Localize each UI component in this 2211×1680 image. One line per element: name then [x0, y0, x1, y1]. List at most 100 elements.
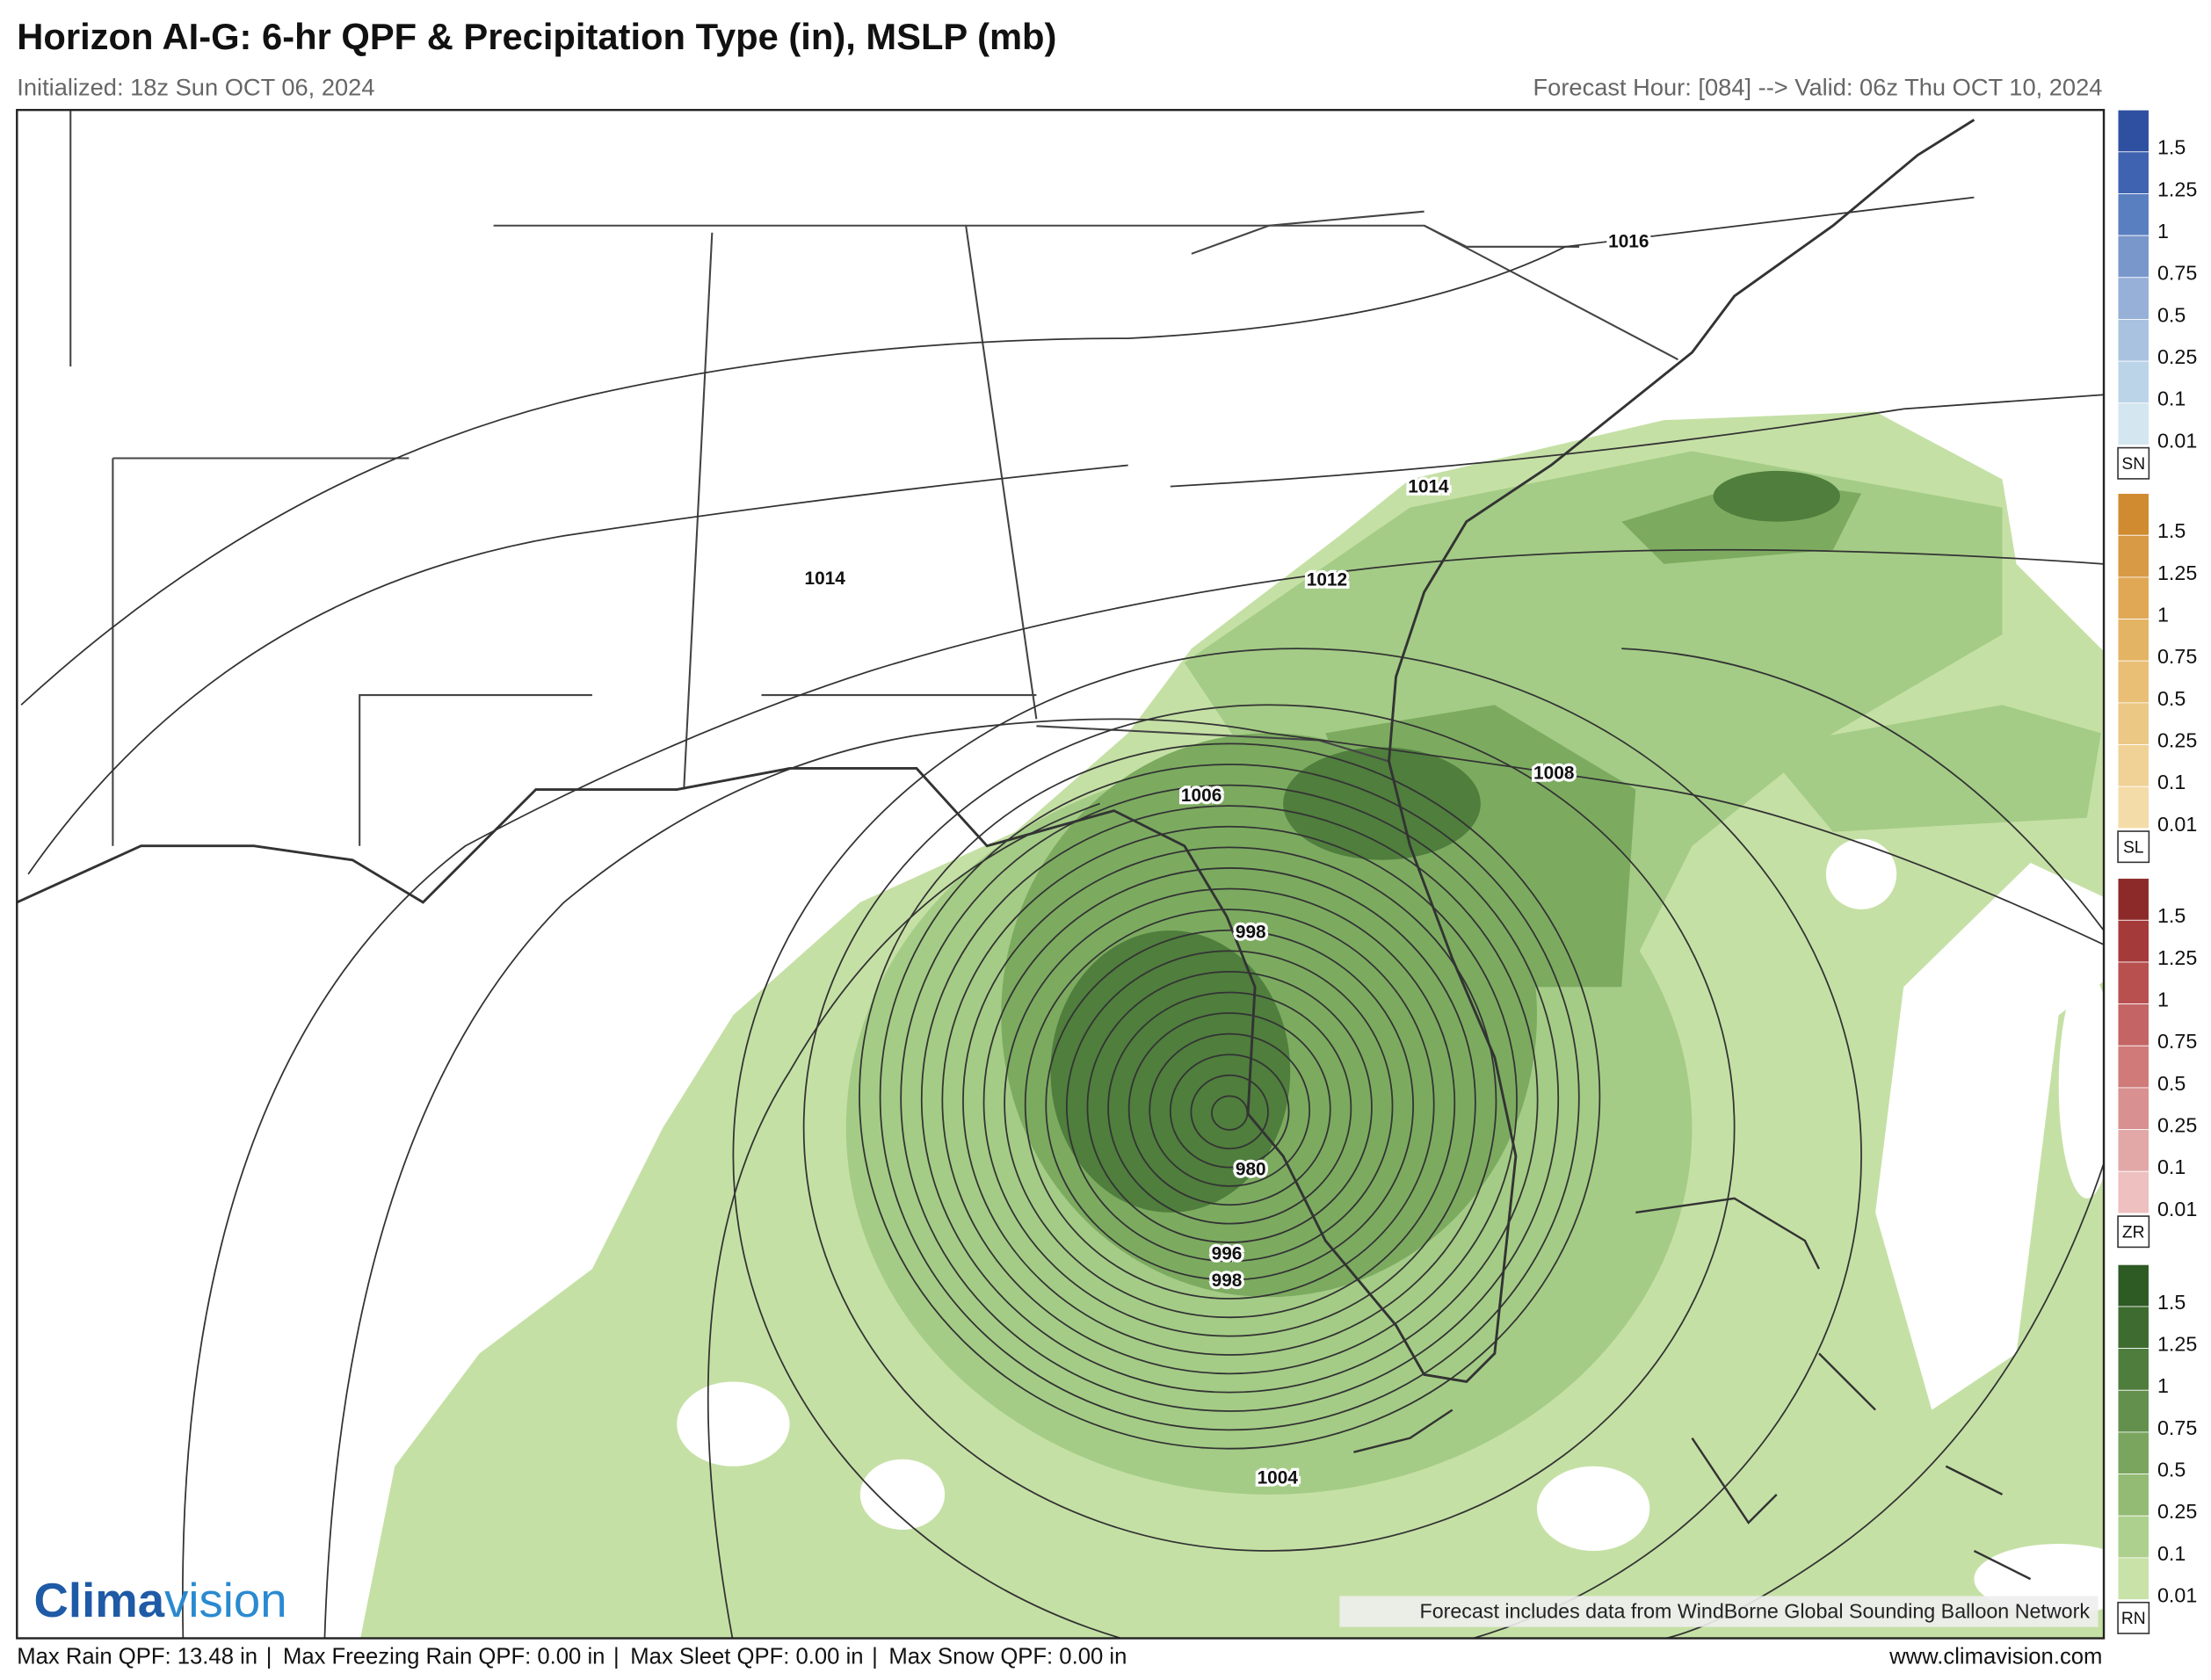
footer-item: Max Snow QPF: 0.00 in — [888, 1645, 1127, 1669]
isobar — [1169, 1054, 1290, 1169]
precip-gap — [1536, 1466, 1650, 1552]
precip-gap — [1825, 838, 1897, 909]
legend-level: 0.25 — [2157, 345, 2197, 368]
legend-level: 0.5 — [2157, 303, 2186, 326]
legend-swatch — [2117, 151, 2149, 194]
legend-level: 1 — [2157, 988, 2169, 1011]
precip-mid — [1762, 705, 2101, 832]
legend-swatch — [2117, 1515, 2149, 1559]
legend-swatch — [2117, 1129, 2149, 1172]
legend-swatch — [2117, 660, 2149, 704]
legend-level: 0.75 — [2157, 645, 2197, 668]
legend-swatch — [2117, 919, 2149, 963]
precip-gap — [2058, 973, 2105, 1198]
legend-level: 1.5 — [2157, 136, 2186, 159]
isobar — [1065, 950, 1394, 1263]
legend-swatch — [2117, 702, 2149, 745]
isobar — [1149, 1032, 1311, 1187]
legend-swatch — [2117, 576, 2149, 619]
logo-part: Clima — [34, 1574, 165, 1627]
legend-swatch — [2117, 1557, 2149, 1600]
legend-level: 1.25 — [2157, 561, 2197, 584]
legend: 1.5 1.25 1 0.75 0.5 0.25 0.1 0.01 SN 1.5 1.25 1 0.75… — [2117, 109, 2197, 1634]
isobar — [962, 846, 1497, 1356]
isobar-label: 980 — [1236, 1159, 1266, 1179]
legend-swatch — [2117, 1045, 2149, 1089]
precip-darkest — [1283, 747, 1481, 860]
legend-level: 0.01 — [2157, 1583, 2197, 1606]
attribution: Forecast includes data from WindBorne Gl… — [1420, 1600, 2091, 1623]
legend-level: 0.25 — [2157, 728, 2197, 751]
legend-type-box — [2117, 446, 2150, 480]
isobar — [20, 196, 1975, 706]
legend-level: 0.25 — [2157, 1500, 2197, 1523]
legend-level: 1.5 — [2157, 1291, 2186, 1314]
legend-swatch — [2117, 277, 2149, 320]
state-border — [1424, 224, 1678, 361]
isobar — [1662, 1161, 2105, 1639]
isobar — [1024, 909, 1435, 1300]
legend-level: 1 — [2157, 220, 2169, 243]
state-border — [683, 232, 714, 790]
coastline — [17, 119, 1975, 1384]
legend-level: 1.5 — [2157, 519, 2186, 542]
legend-swatch — [2117, 1389, 2149, 1433]
footer-item: Max Rain QPF: 13.48 in — [17, 1645, 257, 1669]
legend-swatch — [2117, 619, 2149, 662]
isobar-label: 998 — [1212, 1271, 1243, 1291]
valid-time: Forecast Hour: [084] --> Valid: 06z Thu … — [1533, 73, 2103, 100]
legend-swatch — [2117, 402, 2149, 445]
legend-level: 1.5 — [2157, 904, 2186, 927]
legend-level: 0.01 — [2157, 813, 2197, 836]
legend-level: 0.1 — [2157, 387, 2186, 410]
footer-url: www.climavision.com — [1888, 1645, 2102, 1669]
isobar — [879, 764, 1580, 1431]
isobar — [1170, 394, 2105, 488]
logo-part: vision — [164, 1574, 286, 1627]
isobar — [1621, 648, 2105, 931]
legend-level: 0.75 — [2157, 1416, 2197, 1439]
legend-level: 0.01 — [2157, 429, 2197, 452]
legend-level: 1 — [2157, 1374, 2169, 1397]
legend-level: 0.75 — [2157, 1030, 2197, 1053]
legend-swatch — [2117, 1087, 2149, 1130]
legend-type: ZR — [2122, 1223, 2145, 1242]
isobar-label: 1014 — [1408, 477, 1449, 497]
legend-swatch — [2117, 493, 2149, 536]
logo: Climavision — [34, 1574, 287, 1627]
isobar — [323, 718, 2105, 1639]
legend-level: 0.75 — [2157, 262, 2197, 285]
legend-level: 0.5 — [2157, 687, 2186, 710]
precip-gap — [677, 1381, 790, 1466]
legend-swatch — [2117, 786, 2149, 829]
init-time: Initialized: 18z Sun OCT 06, 2024 — [17, 73, 374, 100]
legend-swatch — [2117, 961, 2149, 1005]
isobar-label: 1014 — [805, 568, 846, 589]
legend-swatch — [2117, 235, 2149, 279]
legend-level: 0.25 — [2157, 1114, 2197, 1137]
legend-swatch — [2117, 1431, 2149, 1474]
footer-item: Max Freezing Rain QPF: 0.00 in — [283, 1645, 605, 1669]
isobar — [1190, 1074, 1269, 1150]
legend-type-box — [2117, 1601, 2150, 1634]
legend-type: SN — [2121, 455, 2145, 474]
footer-separator: | — [266, 1645, 272, 1669]
state-border — [1191, 210, 1424, 255]
isobar-label: 1008 — [1533, 763, 1574, 783]
isobar — [982, 867, 1476, 1337]
legend-swatch — [2117, 319, 2149, 362]
footer-item: Max Sleet QPF: 0.00 in — [630, 1645, 863, 1669]
legend-swatch — [2117, 360, 2149, 404]
isobar — [1086, 970, 1373, 1243]
title: Horizon AI-G: 6-hr QPF & Precipitation T… — [17, 16, 1056, 57]
legend-level: 0.1 — [2157, 1542, 2186, 1565]
legend-level: 1.25 — [2157, 1333, 2197, 1356]
isobar — [802, 704, 1736, 1552]
attribution-box — [1339, 1596, 2099, 1627]
state-border — [493, 224, 1580, 248]
isobar-label: 1004 — [1258, 1468, 1299, 1488]
legend-swatch — [2117, 1264, 2149, 1307]
legend-swatch — [2117, 1474, 2149, 1517]
precip-mid — [1184, 451, 2003, 988]
